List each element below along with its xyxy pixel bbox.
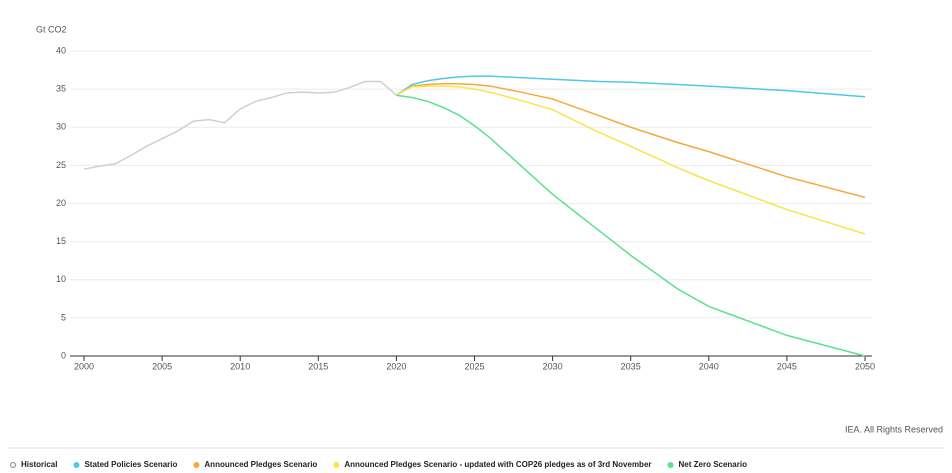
- x-tick-label: 2045: [777, 361, 797, 371]
- credit: IEA. All Rights Reserved: [845, 424, 943, 434]
- legend-marker: [73, 462, 80, 468]
- y-tick-label: 25: [56, 160, 66, 170]
- legend-label: Historical: [21, 460, 57, 469]
- legend-marker: [667, 462, 674, 468]
- series-line: [396, 85, 866, 235]
- y-tick-label: 0: [61, 350, 66, 360]
- x-tick-label: 2000: [74, 361, 94, 371]
- y-axis-label: Gt CO2: [36, 24, 67, 34]
- x-tick-label: 2005: [152, 361, 172, 371]
- y-tick-label: 30: [56, 122, 66, 132]
- y-tick-label: 15: [56, 236, 66, 246]
- x-tick-label: 2025: [464, 361, 484, 371]
- series-line: [396, 94, 866, 357]
- legend-label: Announced Pledges Scenario - updated wit…: [344, 460, 651, 469]
- series-line: [395, 75, 866, 98]
- series-line: [396, 83, 866, 199]
- y-tick-label: 5: [61, 312, 66, 322]
- legend-label: Stated Policies Scenario: [84, 460, 177, 469]
- x-tick-label: 2015: [308, 361, 328, 371]
- x-tick-label: 2035: [621, 361, 641, 371]
- y-tick-label: 40: [56, 45, 66, 55]
- legend-marker: [9, 461, 17, 469]
- y-tick-label: 10: [56, 274, 66, 284]
- legend-marker: [193, 462, 200, 468]
- y-tick-label: 20: [56, 198, 66, 208]
- legend-marker: [333, 462, 340, 468]
- x-tick-label: 2050: [855, 361, 875, 371]
- x-tick-label: 2030: [543, 361, 563, 371]
- series-line: [83, 80, 397, 170]
- legend-label: Announced Pledges Scenario: [204, 460, 317, 469]
- legend-label: Net Zero Scenario: [679, 460, 748, 469]
- x-tick-label: 2020: [386, 361, 406, 371]
- y-tick-label: 35: [56, 84, 66, 94]
- x-tick-label: 2040: [699, 361, 719, 371]
- x-tick-label: 2010: [230, 361, 250, 371]
